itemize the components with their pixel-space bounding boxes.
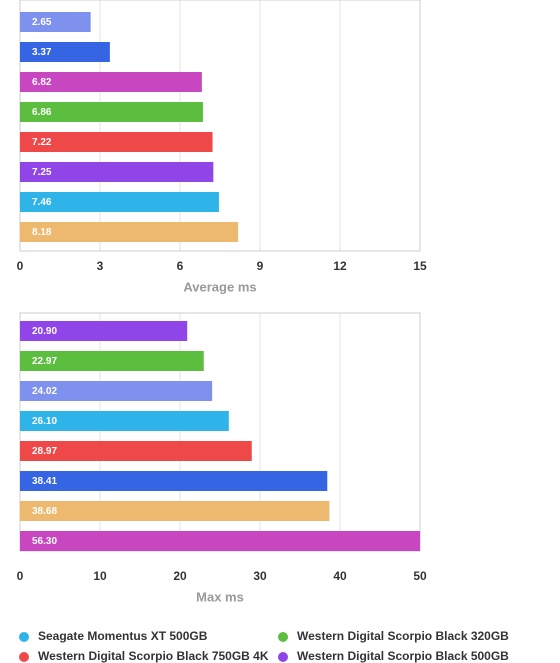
bar	[20, 411, 229, 431]
value-label: 6.86	[32, 107, 52, 118]
x-tick-label: 12	[333, 259, 347, 273]
x-axis-label: Max ms	[196, 589, 244, 604]
legend-swatch	[19, 632, 29, 642]
value-label: 2.65	[32, 17, 52, 28]
bar	[20, 441, 252, 461]
value-label: 38.41	[32, 476, 57, 487]
value-label: 7.46	[32, 197, 52, 208]
x-tick-label: 15	[413, 259, 427, 273]
bar	[20, 531, 420, 551]
x-tick-label: 40	[333, 569, 347, 583]
x-tick-label: 3	[97, 259, 104, 273]
value-label: 20.90	[32, 326, 57, 337]
bar	[20, 162, 214, 182]
bar	[20, 102, 203, 122]
bar	[20, 132, 213, 152]
legend-label: Western Digital Scorpio Black 750GB 4K	[38, 649, 269, 663]
value-label: 8.18	[32, 227, 52, 238]
bar	[20, 12, 91, 32]
bar	[20, 192, 219, 212]
value-label: 26.10	[32, 416, 57, 427]
legend-label: Western Digital Scorpio Black 320GB	[297, 629, 509, 643]
bar	[20, 351, 204, 371]
value-label: 24.02	[32, 386, 57, 397]
bar	[20, 42, 110, 62]
bar	[20, 501, 330, 521]
plot-border	[19, 0, 421, 252]
x-tick-label: 50	[413, 569, 427, 583]
value-label: 7.25	[32, 167, 52, 178]
legend-label: Western Digital Scorpio Black 500GB	[297, 649, 509, 663]
bars	[20, 12, 239, 242]
x-tick-label: 30	[253, 569, 267, 583]
legend-swatch	[19, 652, 29, 662]
value-label: 22.97	[32, 356, 57, 367]
legend-label: Seagate Momentus XT 500GB	[38, 629, 208, 643]
x-tick-label: 10	[93, 569, 107, 583]
value-label: 7.22	[32, 137, 52, 148]
value-label: 28.97	[32, 446, 57, 457]
value-label: 6.82	[32, 77, 52, 88]
bar	[20, 321, 188, 341]
x-tick-label: 6	[177, 259, 184, 273]
bars	[20, 321, 420, 551]
x-tick-label: 0	[17, 259, 24, 273]
value-label: 38.68	[32, 506, 57, 517]
bar	[20, 471, 328, 491]
x-axis-label: Average ms	[183, 279, 256, 294]
x-tick-label: 20	[173, 569, 187, 583]
legend-swatch	[278, 652, 288, 662]
bar	[20, 381, 213, 401]
value-label: 3.37	[32, 47, 52, 58]
bar	[20, 222, 239, 242]
bar	[20, 72, 202, 92]
x-tick-label: 0	[17, 569, 24, 583]
value-label: 56.30	[32, 536, 57, 547]
legend-swatch	[278, 632, 288, 642]
x-tick-label: 9	[257, 259, 264, 273]
